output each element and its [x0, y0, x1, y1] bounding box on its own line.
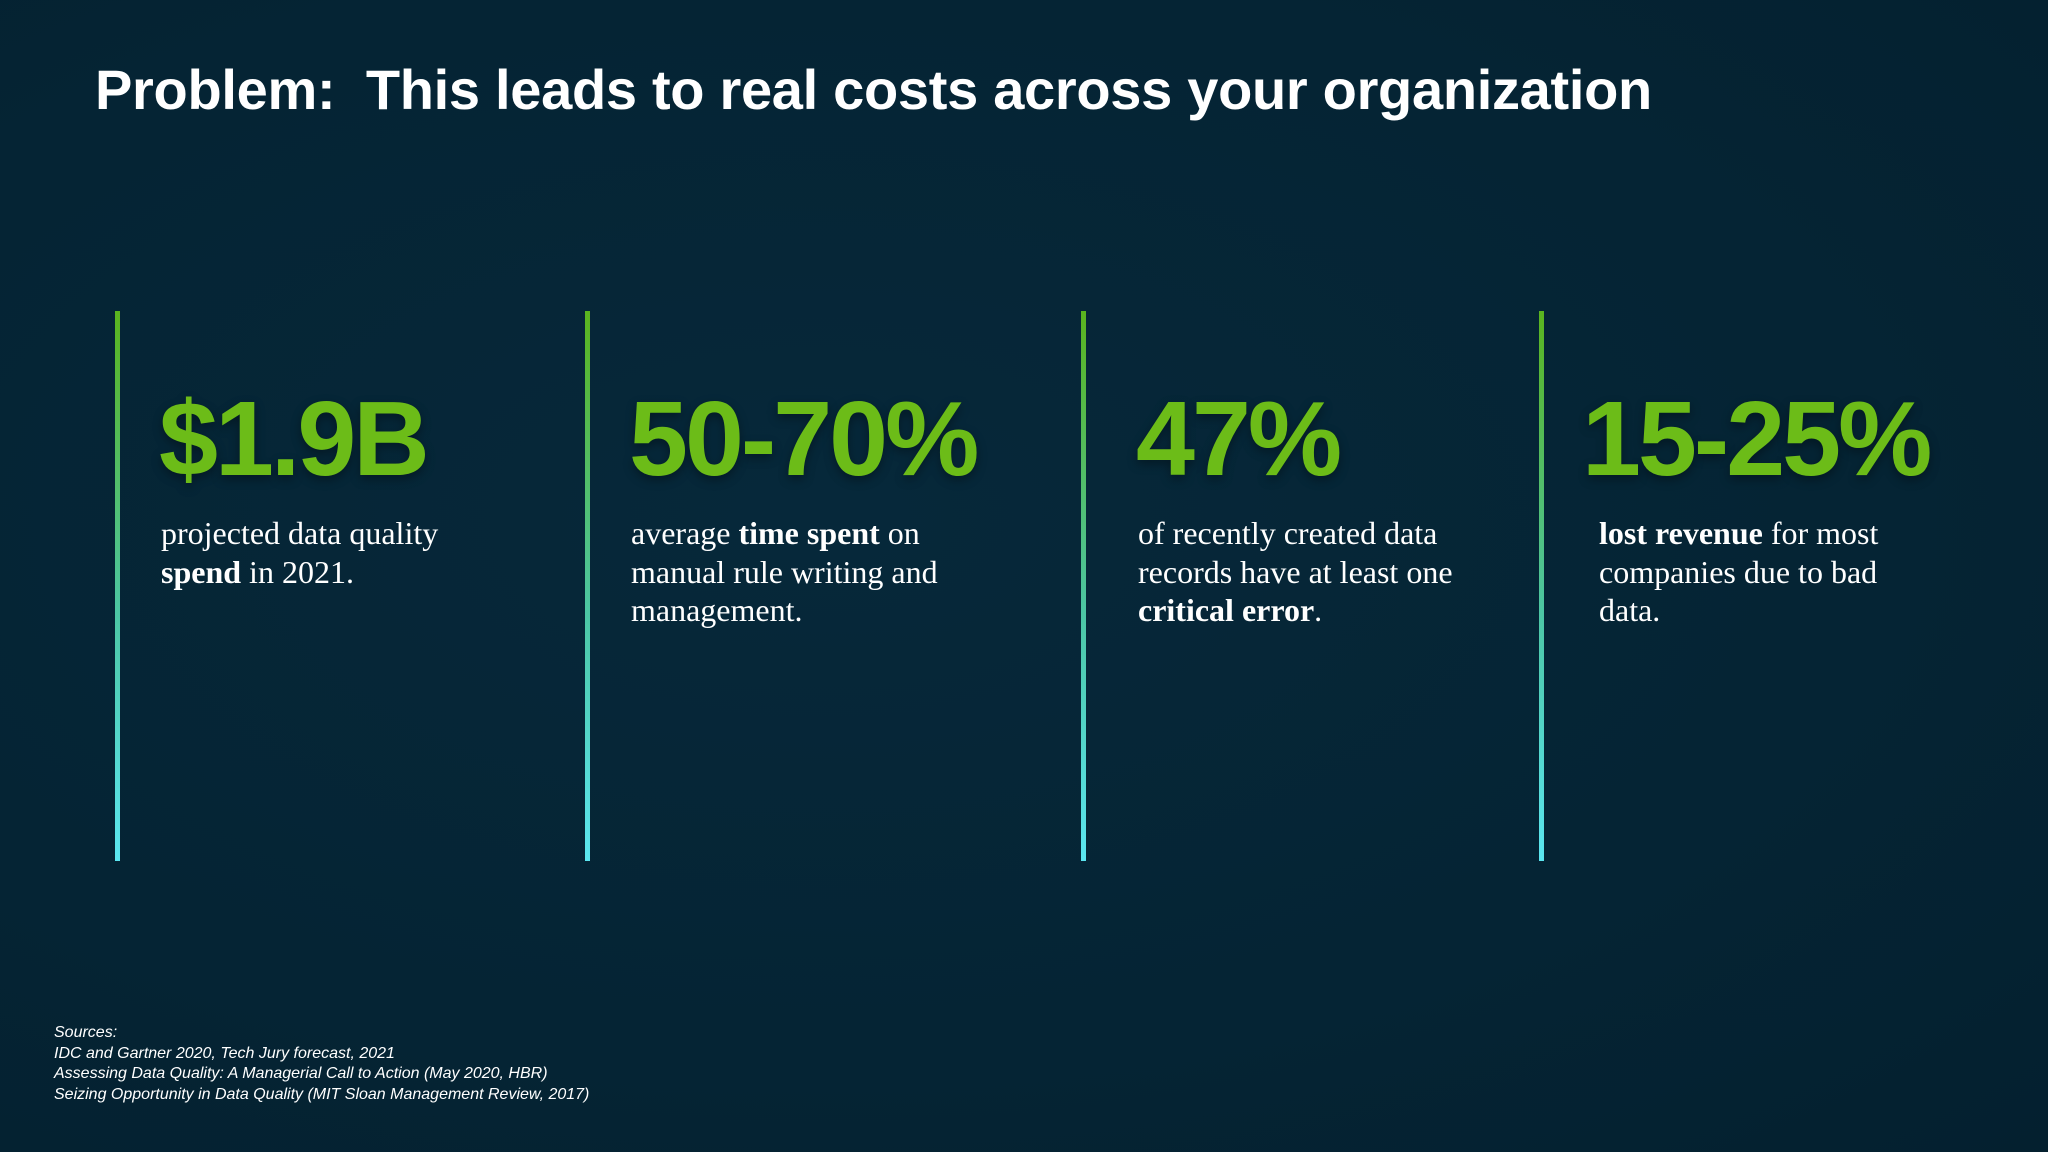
sources-heading: Sources: [54, 1024, 118, 1041]
desc-text: of recently created data records have at… [1138, 515, 1453, 590]
stat-value: $1.9B [159, 380, 430, 498]
desc-text: for most companies due to bad data. [1599, 515, 1879, 628]
source-item: IDC and Gartner 2020, Tech Jury forecast… [54, 1044, 395, 1062]
stat-divider [1539, 311, 1544, 861]
desc-text: on manual rule writing and management. [631, 515, 938, 628]
stat-description: projected data quality spend in 2021. [161, 514, 491, 591]
desc-emphasis: critical error [1138, 592, 1315, 628]
stat-divider [1081, 311, 1086, 861]
stat-divider [585, 311, 590, 861]
desc-text: average [631, 515, 739, 551]
stat-description: average time spent on manual rule writin… [631, 514, 961, 630]
desc-emphasis: time spent [738, 515, 880, 551]
desc-text: . [1314, 592, 1323, 628]
desc-emphasis: lost revenue [1599, 515, 1763, 551]
desc-text: projected data quality [161, 515, 439, 551]
source-item: Seizing Opportunity in Data Quality (MIT… [54, 1085, 590, 1103]
stat-description: lost revenue for most companies due to b… [1599, 514, 1929, 630]
desc-text: in 2021. [241, 553, 354, 590]
stat-divider [115, 311, 120, 861]
desc-emphasis: spend [161, 553, 242, 590]
stat-value: 50-70% [629, 380, 979, 498]
stat-description: of recently created data records have at… [1138, 514, 1468, 630]
source-item: Assessing Data Quality: A Managerial Cal… [54, 1065, 548, 1082]
stat-value: 47% [1136, 380, 1342, 498]
slide-title: Problem: This leads to real costs across… [95, 58, 1652, 121]
sources-footnote: Sources: IDC and Gartner 2020, Tech Jury… [54, 1023, 589, 1105]
stat-value: 15-25% [1582, 380, 1932, 498]
